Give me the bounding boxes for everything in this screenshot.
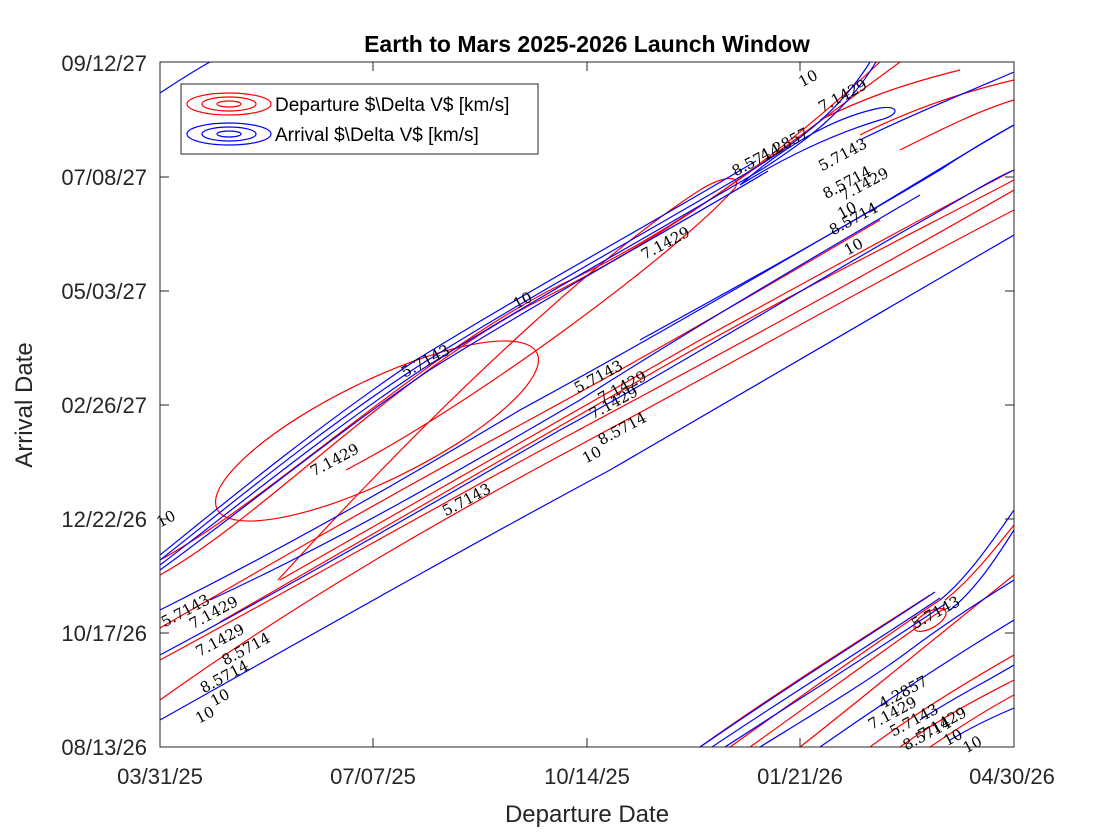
departure-contour-upper-ridge-4 bbox=[859, 79, 1014, 136]
legend-box bbox=[180, 83, 539, 155]
arrival-contour-lr-2 bbox=[711, 597, 941, 747]
x-tick-label: 07/07/25 bbox=[330, 764, 416, 789]
arrival-contour-g bbox=[859, 71, 1014, 141]
legend-label-departure: Departure $\Delta V$ [km/s] bbox=[275, 95, 509, 116]
y-tick-labels: 08/13/26 10/17/26 12/22/26 02/26/27 05/0… bbox=[61, 51, 147, 760]
legend-swatch-arrival bbox=[186, 122, 272, 146]
arrival-contour-ridge-1 bbox=[160, 62, 871, 561]
arrival-contour-ridge-2 bbox=[160, 62, 877, 566]
y-tick-label: 12/22/26 bbox=[61, 507, 147, 532]
arrival-contour-a bbox=[160, 124, 1014, 611]
y-tick-label: 10/17/26 bbox=[61, 621, 147, 646]
arrival-contour-ridge-3 bbox=[160, 170, 769, 571]
departure-contour-upper-ridge-5 bbox=[899, 99, 1014, 151]
y-tick-label: 05/03/27 bbox=[61, 279, 147, 304]
departure-contour-lr-3 bbox=[749, 607, 946, 747]
departure-contour-lr-4-2857 bbox=[913, 608, 947, 632]
x-tick-label: 10/14/25 bbox=[544, 764, 630, 789]
departure-contour-10-a bbox=[160, 209, 1014, 701]
arrival-contour-lr-4 bbox=[759, 579, 1014, 747]
legend-swatch-departure bbox=[186, 92, 272, 116]
legend-label-arrival: Arrival $\Delta V$ [km/s] bbox=[275, 125, 479, 146]
departure-contour-lr-7 bbox=[929, 694, 1014, 747]
arrival-contour-lr-1 bbox=[699, 591, 936, 747]
arrival-contour-lr-7 bbox=[949, 707, 1014, 741]
departure-contour-10-b bbox=[160, 189, 1014, 661]
departure-contour-upper-ridge-2 bbox=[160, 62, 901, 561]
departure-contour-lr-2 bbox=[729, 599, 941, 747]
arrival-contour-ridge-4 bbox=[160, 160, 757, 556]
x-tick-labels: 03/31/25 07/07/25 10/14/25 01/21/26 04/3… bbox=[117, 764, 1055, 789]
arrival-contour-b bbox=[160, 169, 1014, 656]
x-axis-label: Departure Date bbox=[505, 801, 669, 828]
departure-contours bbox=[160, 62, 1014, 747]
arrival-contour-lr-9 bbox=[949, 529, 1014, 611]
departure-contour-lr-5 bbox=[869, 654, 1014, 747]
arrival-contour-f bbox=[639, 124, 1014, 341]
arrival-contours bbox=[160, 62, 1014, 747]
arrival-contour-lr-3 bbox=[724, 603, 946, 747]
x-tick-label: 03/31/25 bbox=[117, 764, 203, 789]
departure-contour-10-c bbox=[160, 219, 881, 629]
chart-title: Earth to Mars 2025-2026 Launch Window bbox=[364, 31, 810, 57]
arrival-contour-c bbox=[160, 234, 1014, 721]
arrival-contour-d bbox=[209, 194, 921, 601]
contour-lines bbox=[160, 62, 1014, 747]
x-ticks bbox=[159, 62, 1015, 747]
y-tick-label: 02/26/27 bbox=[61, 393, 147, 418]
arrival-contour-lr-8 bbox=[939, 509, 1014, 601]
y-axis-label: Arrival Date bbox=[11, 342, 38, 467]
departure-contour-7-1429-a bbox=[279, 169, 1014, 581]
y-ticks bbox=[160, 61, 1014, 748]
arrival-contour-e bbox=[739, 106, 896, 186]
x-tick-label: 04/30/26 bbox=[969, 764, 1055, 789]
y-tick-label: 07/08/27 bbox=[61, 165, 147, 190]
departure-contour-lr-8 bbox=[944, 524, 1014, 601]
departure-contour-upper-ridge-3 bbox=[819, 69, 961, 121]
x-tick-label: 01/21/26 bbox=[757, 764, 843, 789]
arrival-contour-top-left bbox=[160, 62, 211, 94]
departure-contour-lr-6 bbox=[899, 679, 1014, 747]
y-tick-label: 08/13/26 bbox=[61, 735, 147, 760]
arrival-contour-lr-6 bbox=[919, 664, 1014, 721]
legend: Departure $\Delta V$ [km/s] Arrival $\De… bbox=[180, 83, 539, 155]
arrival-contour-lr-5 bbox=[819, 619, 1014, 747]
departure-contour-upper-ridge bbox=[160, 62, 881, 576]
y-tick-label: 09/12/27 bbox=[61, 51, 147, 76]
